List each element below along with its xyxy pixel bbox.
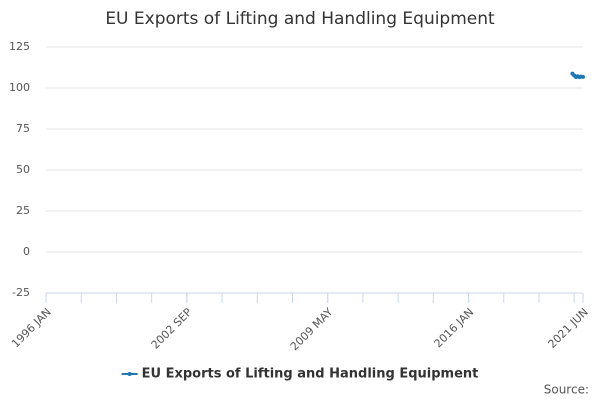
legend-item: EU Exports of Lifting and Handling Equip… <box>121 367 479 382</box>
x-tick-label: 2016 JAN <box>432 306 477 351</box>
source: Source: <box>544 383 589 397</box>
y-tick-label: 100 <box>9 81 30 94</box>
y-tick-label: -25 <box>12 286 30 299</box>
point <box>581 74 585 79</box>
y-tick-label: 0 <box>23 245 30 258</box>
x-tick-label: 2002 SEP <box>149 305 195 351</box>
x-tick-label: 2021 JUN <box>546 306 591 351</box>
y-tick-label: 125 <box>9 40 30 53</box>
y-tick-label: 25 <box>16 204 30 217</box>
x-tick-label: 2009 MAY <box>288 305 336 353</box>
legend-label: EU Exports of Lifting and Handling Equip… <box>142 367 479 382</box>
chart-title: EU Exports of Lifting and Handling Equip… <box>105 9 495 29</box>
x-tick-label: 1996 JAN <box>9 306 54 351</box>
legend-marker <box>127 372 132 376</box>
y-tick-label: 50 <box>16 163 30 176</box>
y-tick-label: 75 <box>16 122 30 135</box>
